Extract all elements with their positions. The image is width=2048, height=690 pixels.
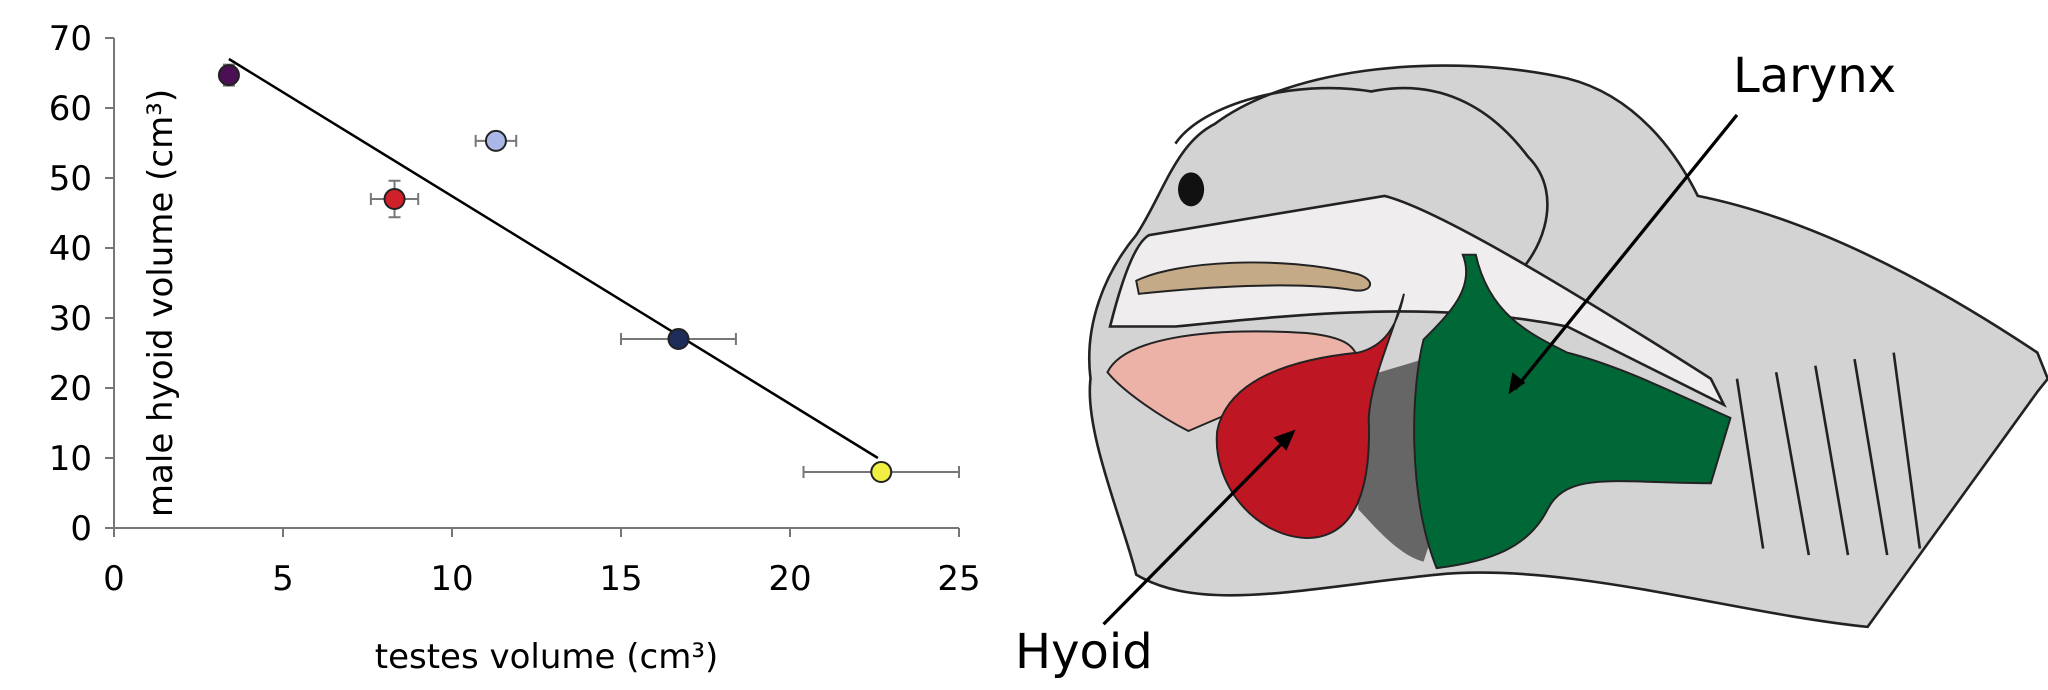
vertebrae — [1735, 352, 1922, 556]
point — [217, 64, 240, 87]
palate — [1108, 194, 1727, 408]
y-axis-label: male hyoid volume (cm³) — [141, 89, 181, 517]
point — [667, 328, 690, 350]
x-tick-label: 0 — [103, 559, 125, 599]
x-axis-label: testes volume (cm³) — [375, 637, 718, 677]
eye — [1178, 172, 1205, 207]
point — [484, 129, 507, 152]
y-tick-label: 10 — [49, 439, 92, 479]
x-tick-label: 5 — [272, 559, 294, 599]
x-tick-label: 10 — [430, 559, 473, 599]
y-tick-label: 50 — [49, 159, 92, 199]
y-tick-label: 60 — [49, 89, 92, 129]
larynx-label: Larynx — [1733, 48, 1896, 104]
arrowhead — [1508, 372, 1526, 395]
point — [870, 461, 893, 483]
tongue — [1106, 330, 1360, 433]
scatter-chart: 0 10 20 30 40 50 60 70 0 5 10 15 20 25 testes volume (… — [49, 19, 981, 677]
arrowhead — [1273, 429, 1296, 451]
x-tick-label: 15 — [599, 559, 642, 599]
larynx-shape — [1413, 253, 1732, 570]
point — [383, 188, 406, 210]
x-tick-label: 20 — [768, 559, 811, 599]
nasal — [1135, 261, 1371, 295]
y-tick-label: 30 — [49, 299, 92, 339]
skull-line — [1174, 86, 1549, 289]
illustration — [1087, 64, 2048, 629]
y-tick-label: 0 — [70, 509, 92, 549]
arrows — [1102, 113, 1739, 626]
y-tick-label: 40 — [49, 229, 92, 269]
hyoid-label: Hyoid — [1015, 624, 1153, 680]
y-tick-label: 70 — [49, 19, 92, 59]
y-tick-label: 20 — [49, 369, 92, 409]
x-tick-label: 25 — [937, 559, 980, 599]
hyoid-shape — [1215, 293, 1405, 540]
trendline — [228, 57, 879, 460]
